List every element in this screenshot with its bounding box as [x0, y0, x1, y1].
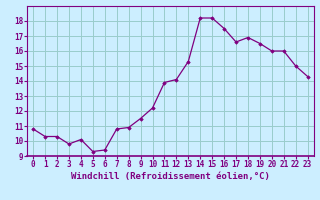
X-axis label: Windchill (Refroidissement éolien,°C): Windchill (Refroidissement éolien,°C) [71, 172, 270, 181]
